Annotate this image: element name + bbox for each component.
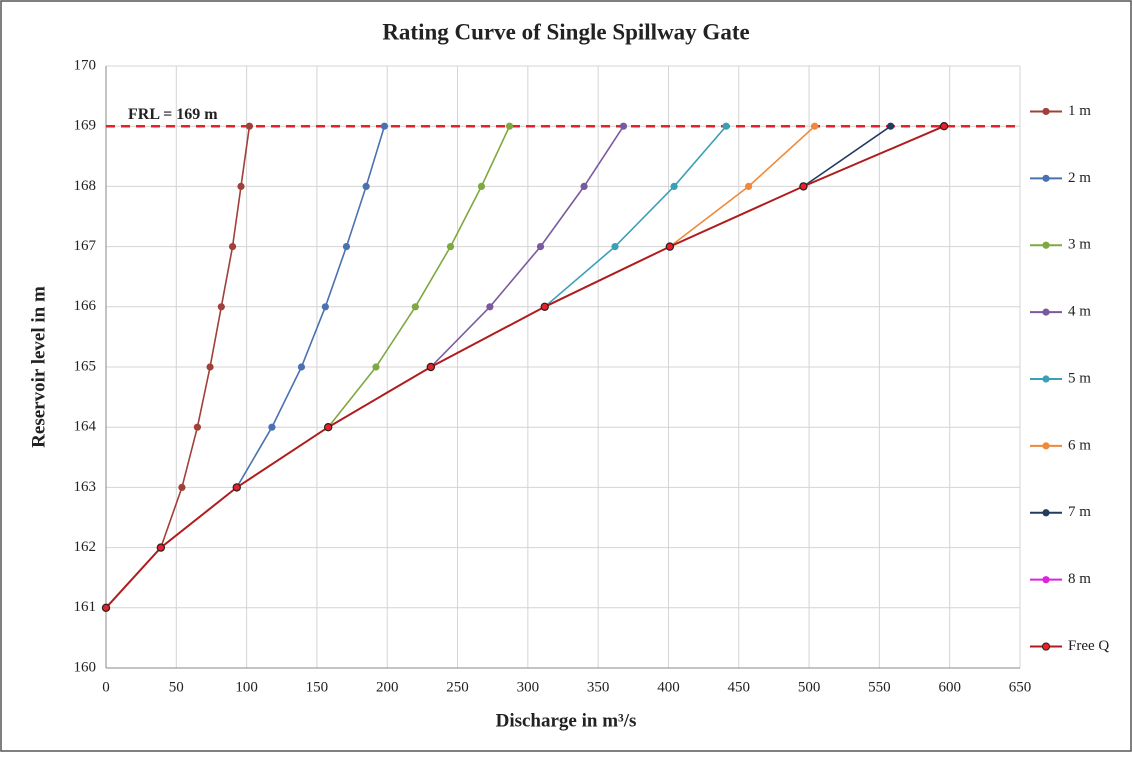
legend-marker: [1042, 308, 1050, 316]
data-point: [156, 543, 166, 552]
data-point: [228, 243, 237, 251]
legend-label: 1 m: [1068, 103, 1091, 119]
legend-marker: [1041, 642, 1051, 651]
y-tick-label: 161: [74, 599, 97, 615]
legend-marker: [1042, 576, 1050, 584]
y-axis-label: Reservoir level in m: [28, 286, 49, 448]
x-tick-label: 650: [1009, 679, 1032, 695]
data-point: [426, 362, 436, 372]
legend-label: 5 m: [1068, 370, 1091, 386]
y-tick-label: 163: [74, 479, 97, 495]
data-point: [232, 483, 241, 492]
x-tick-label: 350: [587, 679, 610, 695]
data-point: [237, 182, 245, 190]
data-point: [193, 423, 201, 431]
legend-label: 8 m: [1068, 571, 1091, 587]
legend-marker: [1042, 107, 1050, 116]
x-tick-label: 600: [938, 679, 961, 695]
x-tick-label: 550: [868, 679, 891, 695]
y-tick-label: 166: [74, 298, 97, 314]
data-point: [939, 121, 949, 131]
data-point: [477, 182, 486, 190]
data-point: [380, 122, 389, 130]
legend-label: 6 m: [1068, 437, 1091, 453]
data-point: [217, 303, 225, 311]
y-tick-label: 165: [74, 358, 97, 374]
data-point: [580, 182, 588, 190]
legend-label: 7 m: [1068, 504, 1091, 520]
x-tick-label: 500: [798, 679, 821, 695]
legend-label: 4 m: [1068, 304, 1091, 320]
data-point: [411, 303, 419, 311]
x-tick-label: 200: [376, 679, 399, 695]
data-point: [206, 363, 214, 371]
legend-label: 2 m: [1068, 170, 1091, 186]
legend-label: 3 m: [1068, 237, 1091, 253]
data-point: [268, 423, 276, 431]
chart-title: Rating Curve of Single Spillway Gate: [382, 19, 749, 44]
data-point: [540, 302, 549, 311]
reference-label: FRL = 169 m: [128, 106, 218, 123]
y-tick-label: 168: [74, 178, 97, 194]
x-axis-label: Discharge in m³/s: [496, 710, 637, 731]
data-point: [321, 303, 329, 311]
data-point: [178, 483, 186, 491]
x-tick-label: 50: [169, 679, 184, 695]
data-point: [799, 182, 808, 191]
legend-marker: [1042, 375, 1050, 383]
data-point: [101, 603, 111, 613]
data-point: [245, 122, 254, 130]
series-line: [544, 125, 727, 308]
data-point: [670, 182, 678, 190]
data-point: [811, 122, 819, 130]
y-tick-label: 160: [74, 659, 97, 675]
data-point: [665, 242, 675, 251]
data-point: [323, 423, 333, 432]
legend-label: Free Q: [1068, 638, 1109, 654]
data-point: [536, 243, 545, 251]
legend-marker: [1042, 174, 1050, 182]
legend-marker: [1042, 442, 1050, 450]
series-line: [802, 125, 892, 188]
data-point: [297, 363, 306, 371]
data-point: [342, 243, 351, 251]
x-tick-label: 150: [306, 679, 329, 695]
x-tick-label: 100: [235, 679, 258, 695]
data-point: [887, 122, 895, 130]
x-tick-label: 250: [446, 679, 469, 695]
data-point: [446, 243, 455, 251]
series-line: [327, 125, 511, 428]
data-point: [611, 243, 619, 251]
x-tick-label: 300: [517, 679, 540, 695]
legend-marker: [1042, 509, 1050, 517]
x-tick-label: 0: [102, 679, 110, 695]
data-point: [372, 363, 380, 371]
legend-marker: [1042, 241, 1050, 249]
data-point: [722, 122, 730, 130]
data-point: [745, 182, 753, 190]
y-tick-label: 170: [74, 57, 97, 73]
x-tick-label: 450: [728, 679, 751, 695]
y-tick-label: 167: [74, 238, 97, 254]
y-tick-label: 169: [74, 118, 97, 134]
data-point: [505, 122, 514, 130]
data-point: [486, 303, 494, 311]
y-tick-label: 164: [74, 419, 97, 435]
data-point: [362, 182, 370, 190]
x-tick-label: 400: [657, 679, 680, 695]
series-line: [160, 126, 251, 548]
data-point: [619, 122, 628, 130]
y-tick-label: 162: [74, 539, 97, 555]
